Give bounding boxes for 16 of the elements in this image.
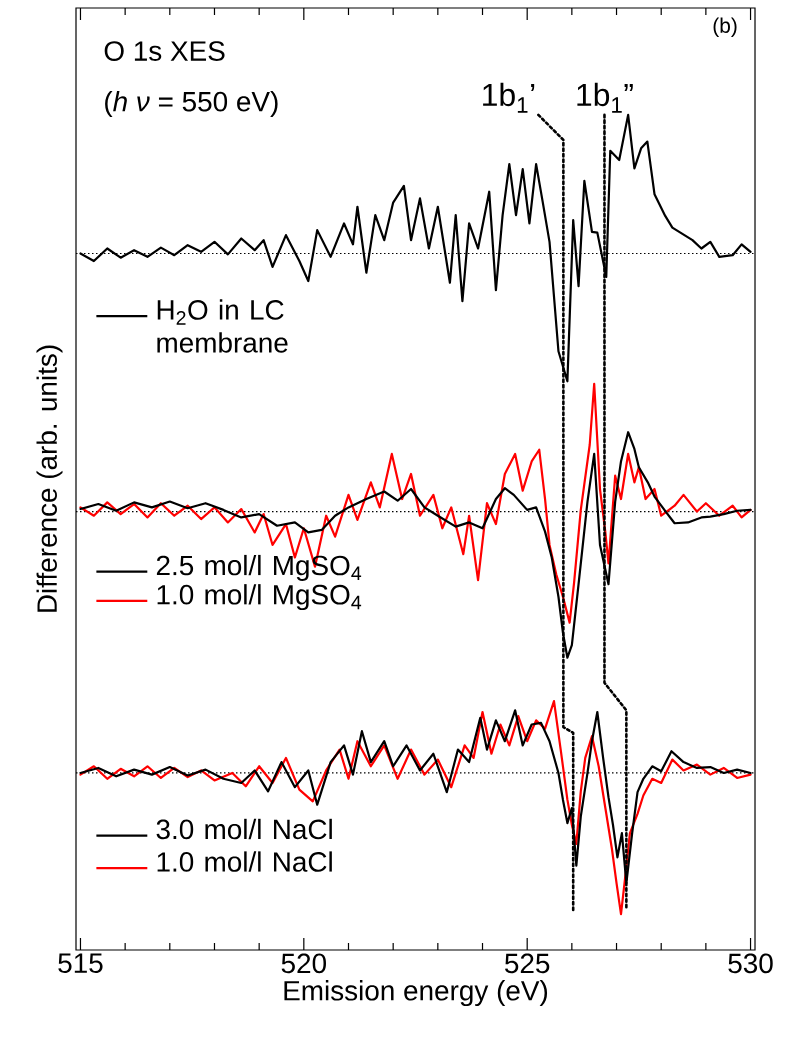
x-tick-label: 525	[505, 953, 550, 974]
x-tick-label: 515	[58, 953, 103, 973]
annotation: (h ν = 550 eV)	[105, 91, 278, 118]
legend-label: H$_{2}$O in LC membrane	[157, 299, 288, 353]
legend-label: 1.0 mol/l MgSO$_{4}$	[157, 584, 362, 611]
legend-label: 3.0 mol/l NaCl	[156, 818, 332, 840]
x-tick-label: 530	[728, 953, 773, 974]
x-tick-label: 520	[281, 953, 326, 974]
annotation: 1b$_{1}$”	[577, 82, 633, 113]
y-axis-title: Difference (arb. units)	[36, 345, 63, 612]
annotation: 1b$_{1}$’	[483, 82, 535, 113]
text: (b)	[713, 17, 737, 38]
legend-label: 1.0 mol/l NaCl	[157, 851, 332, 872]
text: O 1s XES	[104, 41, 225, 61]
legend-label: 2.5 mol/l MgSO$_{4}$	[156, 554, 362, 581]
x-axis-title: Emission energy (eV)	[284, 980, 548, 1007]
